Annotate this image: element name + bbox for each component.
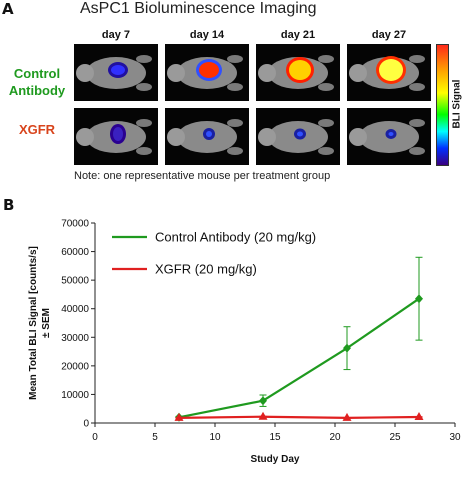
x-tick-label: 10 — [209, 432, 221, 443]
data-point-xgfr — [174, 412, 184, 421]
y-axis-title-line-1: Mean Total BLI Signal [counts/s] — [28, 246, 39, 400]
y-tick-label: 40000 — [61, 304, 89, 315]
x-tick-label: 15 — [269, 432, 281, 443]
mouse-head — [349, 128, 367, 146]
data-point-xgfr — [414, 412, 424, 420]
day-label-27: day 27 — [371, 29, 407, 41]
mouse-image-xgfr-2 — [165, 108, 249, 165]
mouse-image-xgfr-4 — [347, 108, 431, 165]
bli-signal-core — [206, 131, 212, 137]
data-point-control — [415, 294, 423, 304]
y-tick-label: 20000 — [61, 361, 89, 372]
x-tick-label: 30 — [449, 432, 461, 443]
mouse-image-control-1 — [74, 44, 158, 101]
y-tick-label: 70000 — [61, 219, 89, 230]
bli-signal-core — [289, 60, 311, 80]
x-tick-label: 5 — [152, 432, 158, 443]
y-tick-label: 30000 — [61, 333, 89, 344]
y-tick-label: 50000 — [61, 276, 89, 287]
mouse-head — [76, 64, 94, 82]
panel-note: Note: one representative mouse per treat… — [74, 170, 331, 182]
y-tick-label: 0 — [83, 419, 89, 430]
bli-signal-core — [297, 131, 303, 137]
chart-series — [174, 256, 424, 422]
mouse-head — [258, 64, 276, 82]
mouse-head — [167, 128, 185, 146]
legend-label-control: Control Antibody (20 mg/kg) — [155, 230, 316, 245]
day-label-21: day 21 — [280, 29, 316, 41]
bli-signal-core — [379, 59, 403, 81]
x-tick-label: 20 — [329, 432, 341, 443]
mouse-head — [76, 128, 94, 146]
x-tick-label: 0 — [92, 432, 98, 443]
mouse-image-control-4 — [347, 44, 431, 101]
panel-title: AsPC1 Bioluminescence Imaging — [80, 0, 317, 17]
mouse-image-xgfr-3 — [256, 108, 340, 165]
row-label-control: Control Antibody — [8, 66, 66, 98]
panel-a-letter: A — [2, 0, 14, 18]
data-point-xgfr — [342, 412, 352, 421]
legend-label-xgfr: XGFR (20 mg/kg) — [155, 262, 257, 277]
bli-signal-core — [388, 132, 394, 136]
mouse-head — [167, 64, 185, 82]
y-tick-label: 60000 — [61, 247, 89, 258]
y-axis-title: Mean Total BLI Signal [counts/s] ± SEM — [28, 246, 52, 400]
x-tick-label: 25 — [389, 432, 401, 443]
mouse-image-control-2 — [165, 44, 249, 101]
day-label-7: day 7 — [101, 29, 131, 41]
mouse-head — [349, 64, 367, 82]
series-line-control — [178, 297, 420, 419]
bli-signal-core — [113, 127, 123, 141]
y-axis-title-line-2: ± SEM — [41, 308, 52, 338]
data-point-control — [259, 396, 267, 406]
mouse-image-control-3 — [256, 44, 340, 101]
chart-legend: Control Antibody (20 mg/kg) XGFR (20 mg/k… — [112, 230, 316, 277]
data-point-control — [343, 343, 351, 353]
y-tick-label: 10000 — [61, 390, 89, 401]
panel-b-letter: B — [3, 196, 15, 214]
data-point-xgfr — [258, 411, 268, 420]
series-line-xgfr — [178, 415, 420, 419]
chart-axes: 0 10000 20000 30000 40000 50000 60000 70000 0 5 10… — [28, 219, 461, 466]
bli-colorbar — [436, 44, 449, 166]
mouse-head — [258, 128, 276, 146]
bli-signal-core — [111, 65, 125, 75]
bli-signal-core — [199, 62, 219, 78]
x-axis-title: Study Day — [251, 454, 300, 465]
day-label-14: day 14 — [189, 29, 225, 41]
row-label-xgfr: XGFR — [18, 122, 56, 137]
mouse-image-xgfr-1 — [74, 108, 158, 165]
